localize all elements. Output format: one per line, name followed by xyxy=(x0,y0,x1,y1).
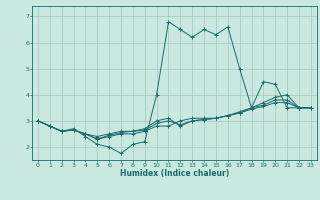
X-axis label: Humidex (Indice chaleur): Humidex (Indice chaleur) xyxy=(120,169,229,178)
